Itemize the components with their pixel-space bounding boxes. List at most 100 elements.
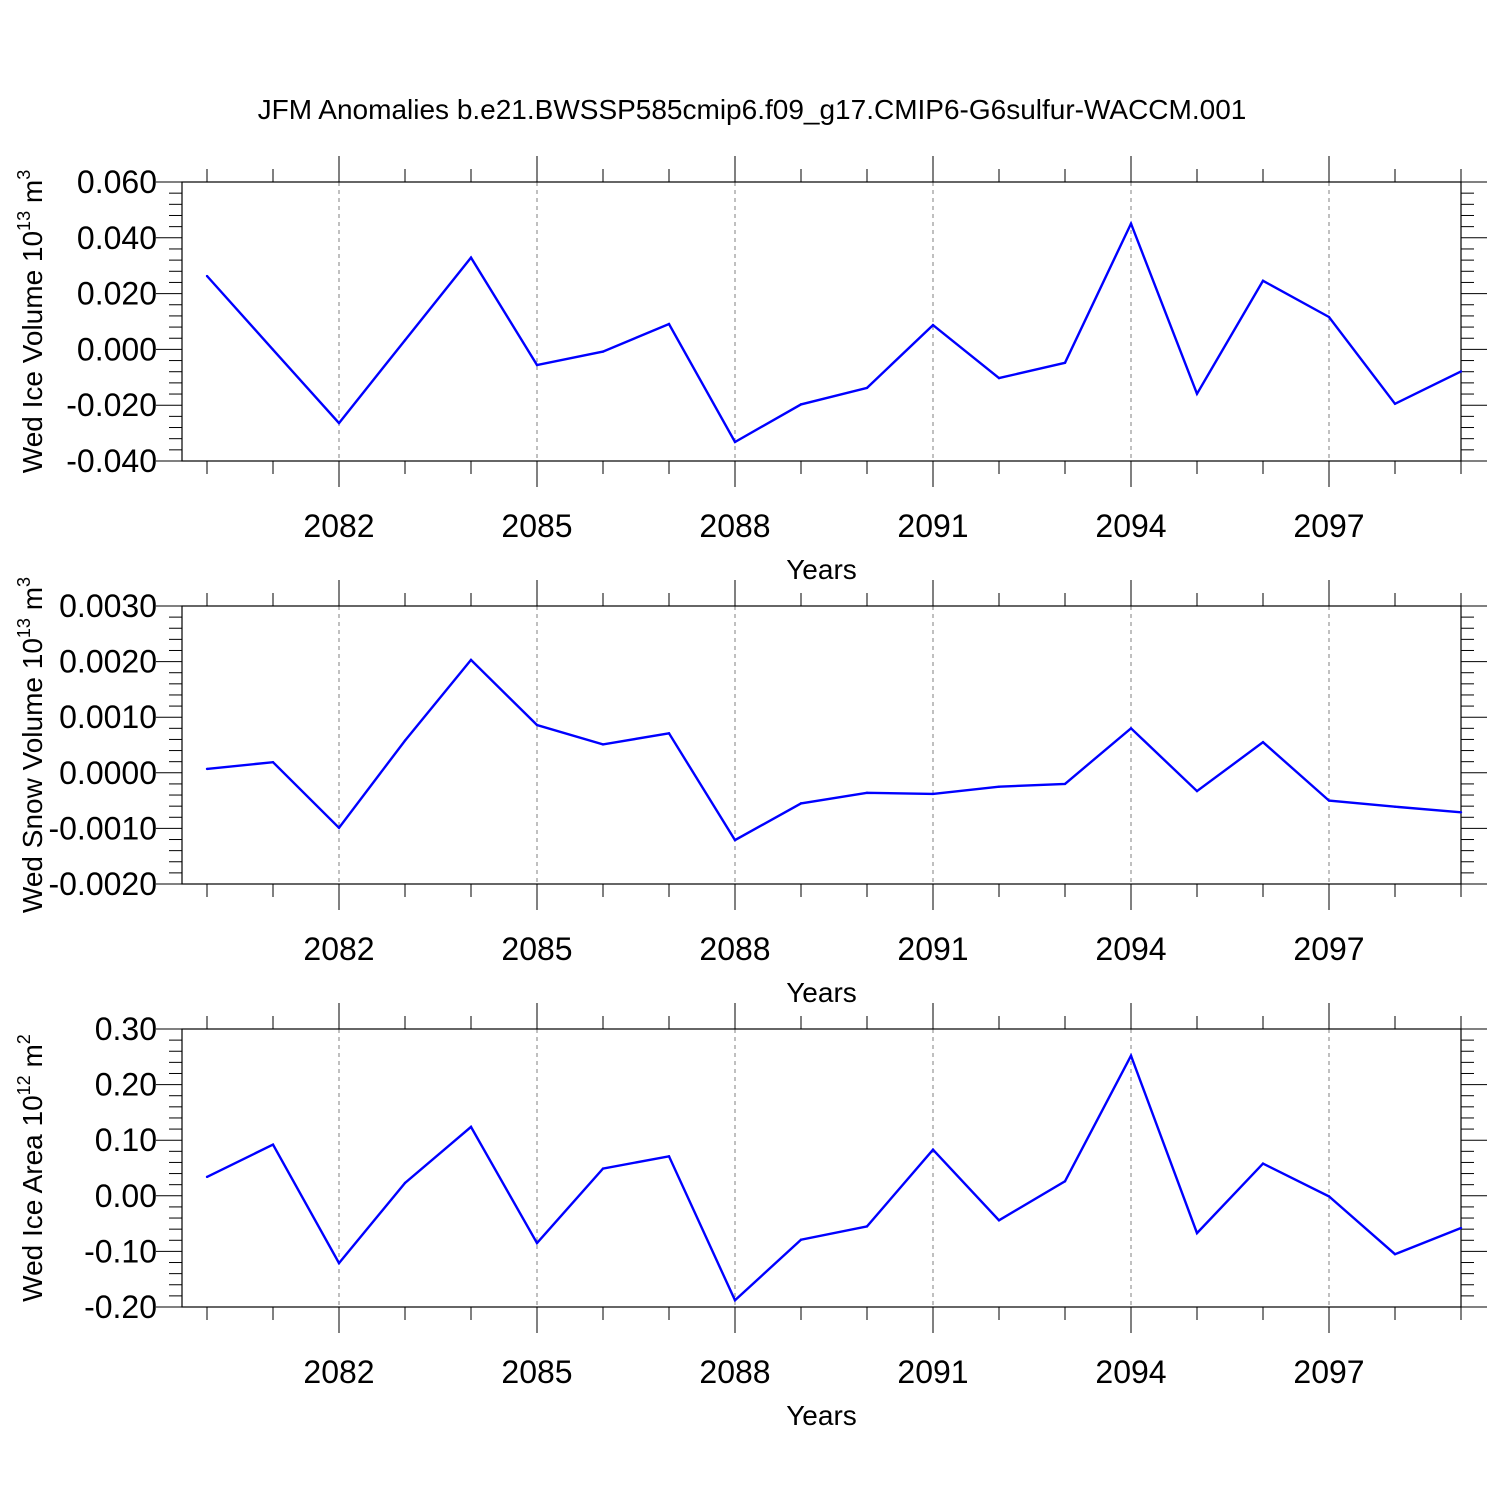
data-point: [205, 1175, 209, 1179]
y-axis-label-unit: m: [17, 1044, 48, 1075]
data-point: [403, 739, 407, 742]
data-point: [403, 1181, 407, 1185]
data-point: [667, 732, 671, 735]
data-point: [403, 338, 407, 342]
y-axis-label: Wed Ice Area 1012 m2: [14, 1034, 48, 1302]
data-point: [469, 658, 473, 662]
data-point: [1459, 811, 1463, 814]
data-point: [865, 386, 869, 390]
series-line: [206, 220, 1462, 444]
data-point: [337, 826, 341, 830]
data-point: [1063, 782, 1067, 786]
data-point: [1129, 1054, 1133, 1057]
data-point: [1327, 799, 1331, 802]
y-axis-label-unit: m: [17, 587, 48, 618]
data-point: [205, 274, 209, 278]
data-point: [271, 1143, 275, 1146]
y-tick-label: 0.040: [77, 220, 157, 256]
x-tick-label: 2091: [897, 508, 968, 544]
y-tick-label: -0.040: [66, 443, 157, 479]
y-tick-label: 0.0030: [59, 588, 157, 624]
data-point: [271, 348, 275, 351]
x-tick-label: 2088: [699, 931, 770, 967]
y-tick-label: -0.0010: [48, 810, 157, 846]
y-tick-label: -0.20: [84, 1289, 157, 1325]
x-tick-label: 2094: [1095, 1354, 1166, 1390]
data-point: [1195, 1231, 1199, 1235]
data-point: [1459, 370, 1463, 373]
data-point: [1327, 315, 1331, 319]
y-tick-label: 0.30: [95, 1011, 157, 1047]
y-axis-label-exponent: 12: [14, 1075, 34, 1095]
y-axis-label-main: Wed Ice Area 10: [17, 1095, 48, 1302]
y-tick-label: -0.0020: [48, 866, 157, 902]
data-point: [601, 350, 605, 353]
y-tick-label: 0.00: [95, 1178, 157, 1214]
x-tick-label: 2082: [303, 931, 374, 967]
y-tick-label: -0.020: [66, 387, 157, 423]
panel-ice-volume: -0.040 -0.020 0.000 0.020 0.040 0.060 2082 2085…: [14, 156, 1487, 585]
data-point: [601, 1167, 605, 1170]
data-point: [535, 363, 539, 367]
data-point: [733, 440, 737, 444]
series-line: [206, 658, 1462, 842]
data-point: [931, 1148, 935, 1151]
data-point: [469, 256, 473, 259]
data-point: [601, 743, 605, 746]
panel-snow-volume: -0.0020 -0.0010 0.0000 0.0010 0.0020 0.0030 20…: [14, 577, 1487, 1008]
x-tick-label: 2091: [897, 931, 968, 967]
x-tick-label: 2082: [303, 1354, 374, 1390]
x-tick-label: 2091: [897, 1354, 968, 1390]
y-axis-label: Wed Ice Volume 1013 m3: [14, 170, 48, 473]
data-point: [865, 791, 869, 795]
x-tick-label: 2097: [1293, 1354, 1364, 1390]
x-tick-label: 2094: [1095, 931, 1166, 967]
y-tick-label: 0.060: [77, 164, 157, 200]
y-tick-label: -0.10: [84, 1233, 157, 1269]
data-point: [1393, 1252, 1397, 1256]
data-point: [667, 1155, 671, 1158]
x-axis-label: Years: [786, 977, 857, 1008]
panels: -0.040 -0.020 0.000 0.020 0.040 0.060 2082 2085…: [14, 156, 1487, 1431]
data-point: [799, 403, 803, 406]
x-tick-label: 2088: [699, 508, 770, 544]
x-axis-label: Years: [786, 1400, 857, 1431]
data-point: [733, 1299, 737, 1302]
x-tick-label: 2097: [1293, 508, 1364, 544]
data-point: [997, 376, 1001, 380]
data-point: [535, 723, 539, 727]
x-tick-label: 2085: [501, 1354, 572, 1390]
data-point: [667, 322, 671, 326]
data-point: [997, 785, 1001, 788]
y-axis-label-unit-exponent: 2: [14, 1034, 34, 1044]
data-point: [997, 1219, 1001, 1222]
y-axis-label-unit-exponent: 3: [14, 577, 34, 587]
y-axis-label-exponent: 13: [14, 211, 34, 231]
data-point: [1129, 222, 1133, 225]
y-tick-label: 0.020: [77, 276, 157, 312]
data-point: [1261, 741, 1265, 744]
y-tick-label: 0.10: [95, 1122, 157, 1158]
x-tick-label: 2094: [1095, 508, 1166, 544]
data-point: [337, 421, 341, 425]
data-point: [1393, 805, 1397, 808]
data-point: [469, 1125, 473, 1129]
data-point: [733, 838, 737, 842]
series-line: [206, 1052, 1462, 1303]
x-tick-label: 2097: [1293, 931, 1364, 967]
plot-frame: [181, 1028, 1462, 1308]
y-tick-label: 0.0010: [59, 699, 157, 735]
data-point: [337, 1261, 341, 1265]
data-point: [865, 1225, 869, 1228]
data-point: [1195, 789, 1199, 793]
data-point: [1195, 392, 1199, 395]
data-point: [1261, 279, 1265, 282]
data-point: [1063, 361, 1067, 364]
y-axis-label-main: Wed Ice Volume 10: [17, 231, 48, 473]
data-point: [1393, 402, 1397, 406]
data-point: [1129, 727, 1133, 730]
y-axis-label: Wed Snow Volume 1013 m3: [14, 577, 48, 913]
y-tick-label: 0.0000: [59, 755, 157, 791]
data-point: [1063, 1180, 1067, 1183]
